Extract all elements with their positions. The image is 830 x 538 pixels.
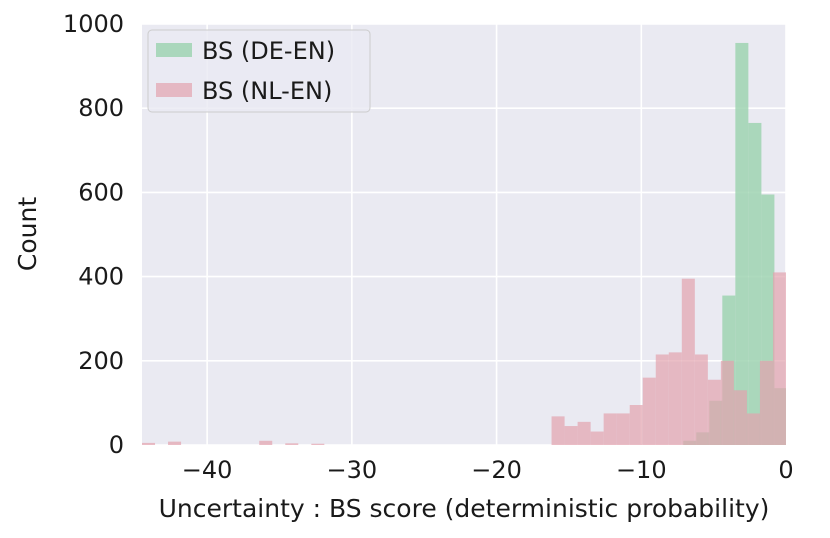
histogram-bar <box>748 122 762 445</box>
histogram-bar <box>681 278 695 445</box>
x-tick-label: 0 <box>778 456 793 484</box>
y-tick-label: 200 <box>78 347 124 375</box>
legend-label-de-en: BS (DE-EN) <box>202 37 335 65</box>
histogram-bar <box>707 379 721 445</box>
legend-box <box>147 29 371 113</box>
histogram-bar <box>629 405 643 445</box>
histogram-bar <box>311 443 325 445</box>
y-tick-label: 0 <box>109 431 124 459</box>
histogram-bar <box>759 360 773 445</box>
histogram-bar <box>733 390 747 445</box>
gridlines <box>142 23 787 446</box>
histogram-bar <box>746 413 760 445</box>
histogram-bar <box>285 443 299 445</box>
x-tick-label: −20 <box>471 456 522 484</box>
y-tick-label: 600 <box>78 178 124 206</box>
legend-swatch-de-en <box>156 43 192 57</box>
y-axis-label: Count <box>13 197 42 271</box>
histogram-bar <box>694 354 708 445</box>
histogram-bar <box>590 431 604 445</box>
histogram-bar <box>616 413 630 445</box>
histogram-bar <box>668 352 682 445</box>
histogram-bar <box>551 416 565 445</box>
histogram-bar <box>735 42 749 445</box>
histogram-bar <box>642 377 656 445</box>
x-tick-labels: −40 −30 −20 −10 0 <box>182 456 794 484</box>
histogram-bar <box>577 421 591 445</box>
x-tick-label: −30 <box>327 456 378 484</box>
histogram-bar <box>142 442 156 445</box>
histogram-bar <box>564 426 578 445</box>
histogram-bar <box>772 272 786 445</box>
y-tick-labels: 0 200 400 600 800 1000 <box>63 10 124 459</box>
x-tick-label: −10 <box>616 456 667 484</box>
histogram-bar <box>655 354 669 445</box>
y-tick-label: 800 <box>78 94 124 122</box>
histogram-bar <box>720 360 734 445</box>
histogram-bar <box>603 413 617 445</box>
legend-swatch-nl-en <box>156 83 192 97</box>
y-tick-label: 400 <box>78 263 124 291</box>
legend: BS (DE-EN) BS (NL-EN) <box>147 29 371 113</box>
x-tick-label: −40 <box>182 456 233 484</box>
histogram-bar <box>259 440 273 445</box>
series-nl-en-bars <box>142 272 786 445</box>
x-axis-label: Uncertainty : BS score (deterministic pr… <box>159 494 770 523</box>
legend-label-nl-en: BS (NL-EN) <box>202 77 332 105</box>
histogram-bar <box>168 441 182 445</box>
y-tick-label: 1000 <box>63 10 124 38</box>
